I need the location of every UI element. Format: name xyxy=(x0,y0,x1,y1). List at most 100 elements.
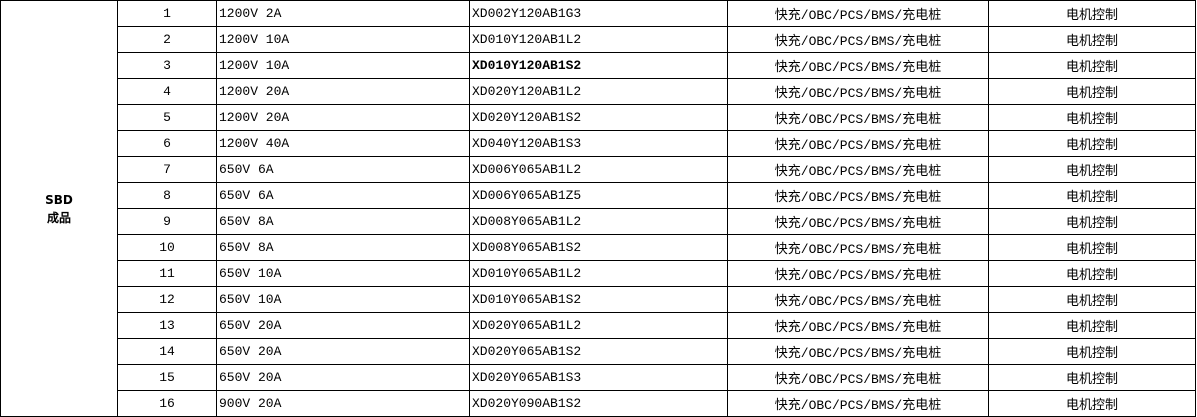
control-cell: 电机控制 xyxy=(988,156,1196,183)
application-cell: 快充/OBC/PCS/BMS/充电桩 xyxy=(727,52,989,79)
part-number-cell: XD008Y065AB1S2 xyxy=(469,234,728,261)
row-number: 7 xyxy=(117,156,217,183)
spec-cell: 650V 8A xyxy=(216,208,470,235)
application-cell: 快充/OBC/PCS/BMS/充电桩 xyxy=(727,156,989,183)
part-number-cell: XD040Y120AB1S3 xyxy=(469,130,728,157)
part-number-cell: XD006Y065AB1Z5 xyxy=(469,182,728,209)
application-cell: 快充/OBC/PCS/BMS/充电桩 xyxy=(727,208,989,235)
table-row: 9 650V 8A XD008Y065AB1L2 快充/OBC/PCS/BMS/充电桩… xyxy=(1,208,1196,235)
application-cell: 快充/OBC/PCS/BMS/充电桩 xyxy=(727,364,989,391)
part-number-cell: XD020Y120AB1S2 xyxy=(469,104,728,131)
row-number: 6 xyxy=(117,130,217,157)
spec-cell: 650V 20A xyxy=(216,312,470,339)
table-row: 11 650V 10A XD010Y065AB1L2 快充/OBC/PCS/BMS/充… xyxy=(1,260,1196,287)
spec-cell: 650V 20A xyxy=(216,338,470,365)
part-number-cell: XD006Y065AB1L2 xyxy=(469,156,728,183)
row-number: 14 xyxy=(117,338,217,365)
part-number-cell: XD010Y065AB1L2 xyxy=(469,260,728,287)
control-cell: 电机控制 xyxy=(988,208,1196,235)
spec-cell: 1200V 20A xyxy=(216,78,470,105)
table-row: 7 650V 6A XD006Y065AB1L2 快充/OBC/PCS/BMS/充电桩… xyxy=(1,156,1196,183)
row-number: 8 xyxy=(117,182,217,209)
category-line2: 成品 xyxy=(46,210,71,225)
application-cell: 快充/OBC/PCS/BMS/充电桩 xyxy=(727,104,989,131)
row-number: 1 xyxy=(117,0,217,27)
control-cell: 电机控制 xyxy=(988,390,1196,417)
part-number-cell: XD010Y065AB1S2 xyxy=(469,286,728,313)
part-number-cell: XD010Y120AB1S2 xyxy=(469,52,728,79)
control-cell: 电机控制 xyxy=(988,26,1196,53)
table-row: 5 1200V 20A XD020Y120AB1S2 快充/OBC/PCS/BMS/充… xyxy=(1,104,1196,131)
control-cell: 电机控制 xyxy=(988,312,1196,339)
row-number: 15 xyxy=(117,364,217,391)
control-cell: 电机控制 xyxy=(988,104,1196,131)
part-number-cell: XD020Y065AB1S3 xyxy=(469,364,728,391)
table-row: 12 650V 10A XD010Y065AB1S2 快充/OBC/PCS/BMS/充… xyxy=(1,286,1196,313)
application-cell: 快充/OBC/PCS/BMS/充电桩 xyxy=(727,260,989,287)
spec-cell: 1200V 10A xyxy=(216,26,470,53)
spec-cell: 650V 20A xyxy=(216,364,470,391)
row-number: 10 xyxy=(117,234,217,261)
part-number-cell: XD002Y120AB1G3 xyxy=(469,0,728,27)
part-number-cell: XD020Y090AB1S2 xyxy=(469,390,728,417)
control-cell: 电机控制 xyxy=(988,286,1196,313)
application-cell: 快充/OBC/PCS/BMS/充电桩 xyxy=(727,26,989,53)
spec-cell: 650V 8A xyxy=(216,234,470,261)
spec-cell: 650V 10A xyxy=(216,260,470,287)
spec-cell: 650V 6A xyxy=(216,182,470,209)
row-number: 16 xyxy=(117,390,217,417)
application-cell: 快充/OBC/PCS/BMS/充电桩 xyxy=(727,0,989,27)
table-row: 6 1200V 40A XD040Y120AB1S3 快充/OBC/PCS/BMS/充… xyxy=(1,130,1196,157)
application-cell: 快充/OBC/PCS/BMS/充电桩 xyxy=(727,182,989,209)
part-number-cell: XD020Y120AB1L2 xyxy=(469,78,728,105)
category-line1: SBD xyxy=(45,192,73,207)
row-number: 9 xyxy=(117,208,217,235)
spec-cell: 1200V 20A xyxy=(216,104,470,131)
spec-cell: 650V 6A xyxy=(216,156,470,183)
spec-cell: 1200V 10A xyxy=(216,52,470,79)
control-cell: 电机控制 xyxy=(988,260,1196,287)
part-number-cell: XD008Y065AB1L2 xyxy=(469,208,728,235)
table-row: 2 1200V 10A XD010Y120AB1L2 快充/OBC/PCS/BMS/充… xyxy=(1,26,1196,53)
application-cell: 快充/OBC/PCS/BMS/充电桩 xyxy=(727,312,989,339)
part-number-cell: XD010Y120AB1L2 xyxy=(469,26,728,53)
row-number: 11 xyxy=(117,260,217,287)
spec-cell: 650V 10A xyxy=(216,286,470,313)
row-number: 12 xyxy=(117,286,217,313)
control-cell: 电机控制 xyxy=(988,338,1196,365)
control-cell: 电机控制 xyxy=(988,130,1196,157)
row-number: 5 xyxy=(117,104,217,131)
application-cell: 快充/OBC/PCS/BMS/充电桩 xyxy=(727,130,989,157)
table-row: 8 650V 6A XD006Y065AB1Z5 快充/OBC/PCS/BMS/充电桩… xyxy=(1,182,1196,209)
control-cell: 电机控制 xyxy=(988,234,1196,261)
part-number-cell: XD020Y065AB1S2 xyxy=(469,338,728,365)
spec-cell: 900V 20A xyxy=(216,390,470,417)
row-number: 2 xyxy=(117,26,217,53)
control-cell: 电机控制 xyxy=(988,52,1196,79)
row-number: 4 xyxy=(117,78,217,105)
application-cell: 快充/OBC/PCS/BMS/充电桩 xyxy=(727,286,989,313)
table-row: 13 650V 20A XD020Y065AB1L2 快充/OBC/PCS/BMS/充… xyxy=(1,312,1196,339)
control-cell: 电机控制 xyxy=(988,0,1196,27)
table-row: 10 650V 8A XD008Y065AB1S2 快充/OBC/PCS/BMS/充电… xyxy=(1,234,1196,261)
application-cell: 快充/OBC/PCS/BMS/充电桩 xyxy=(727,78,989,105)
table-row: 4 1200V 20A XD020Y120AB1L2 快充/OBC/PCS/BMS/充… xyxy=(1,78,1196,105)
table-row: 3 1200V 10A XD010Y120AB1S2 快充/OBC/PCS/BMS/充… xyxy=(1,52,1196,79)
application-cell: 快充/OBC/PCS/BMS/充电桩 xyxy=(727,338,989,365)
application-cell: 快充/OBC/PCS/BMS/充电桩 xyxy=(727,234,989,261)
part-number-cell: XD020Y065AB1L2 xyxy=(469,312,728,339)
spec-cell: 1200V 40A xyxy=(216,130,470,157)
control-cell: 电机控制 xyxy=(988,364,1196,391)
category-cell: SBD 成品 xyxy=(0,0,118,417)
control-cell: 电机控制 xyxy=(988,182,1196,209)
row-number: 3 xyxy=(117,52,217,79)
row-number: 13 xyxy=(117,312,217,339)
spec-cell: 1200V 2A xyxy=(216,0,470,27)
table-row: 14 650V 20A XD020Y065AB1S2 快充/OBC/PCS/BMS/充… xyxy=(1,338,1196,365)
control-cell: 电机控制 xyxy=(988,78,1196,105)
table-row: 15 650V 20A XD020Y065AB1S3 快充/OBC/PCS/BMS/充… xyxy=(1,364,1196,391)
table-row: 16 900V 20A XD020Y090AB1S2 快充/OBC/PCS/BMS/充… xyxy=(1,390,1196,417)
